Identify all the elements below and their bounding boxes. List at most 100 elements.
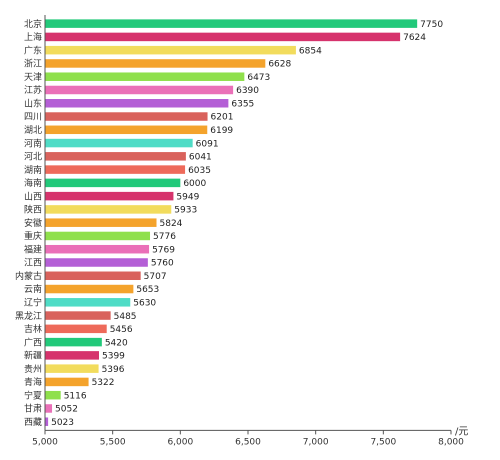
- x-tick-label: 5,500: [100, 437, 126, 447]
- x-axis-ticks: 5,000 5,500 6,000 6,500 7,000 7,500 8,000: [32, 430, 464, 447]
- category-label: 重庆: [24, 230, 42, 242]
- value-label: 6199: [210, 126, 233, 136]
- bar: [45, 231, 151, 241]
- value-label: 6041: [189, 153, 212, 163]
- value-label: 5052: [55, 405, 78, 415]
- value-label: 5023: [51, 418, 74, 428]
- value-label: 5653: [136, 285, 159, 295]
- category-label: 山东: [24, 97, 42, 109]
- bar: [45, 112, 208, 121]
- value-label: 6000: [183, 179, 206, 189]
- category-label: 湖北: [24, 125, 42, 136]
- value-label: 6854: [299, 46, 322, 56]
- category-label: 新疆: [24, 350, 42, 362]
- x-tick-label: 8,000: [438, 437, 464, 447]
- value-label: 7750: [420, 20, 443, 30]
- value-label: 5760: [151, 259, 174, 269]
- x-tick-label: 6,500: [235, 437, 261, 447]
- category-label: 江西: [24, 258, 42, 269]
- bar: [45, 390, 61, 400]
- bar: [45, 337, 102, 347]
- bar: [45, 178, 181, 188]
- bar: [45, 324, 107, 334]
- bar: [45, 165, 186, 174]
- value-label: 5949: [176, 192, 199, 202]
- category-label: 湖南: [24, 164, 42, 176]
- value-label: 6628: [268, 60, 291, 70]
- x-axis-unit-label: /元: [455, 426, 468, 437]
- bar: [45, 45, 296, 55]
- bar: [45, 85, 234, 95]
- category-label: 四川: [24, 113, 42, 123]
- value-label: 5769: [152, 245, 175, 255]
- value-label: 5420: [105, 338, 128, 348]
- category-label: 福建: [24, 243, 42, 255]
- category-label: 上海: [24, 31, 42, 43]
- x-tick-label: 5,000: [32, 437, 58, 447]
- category-label: 辽宁: [24, 297, 42, 309]
- x-tick-label: 7,000: [303, 437, 329, 447]
- category-label: 吉林: [24, 323, 42, 335]
- value-label: 6390: [236, 86, 259, 96]
- category-label: 浙江: [24, 58, 42, 70]
- value-label: 5485: [114, 312, 137, 322]
- category-label: 北京: [24, 18, 42, 30]
- category-label: 广西: [24, 336, 42, 348]
- x-tick-label: 7,500: [370, 437, 396, 447]
- bar: [45, 19, 418, 28]
- category-label: 山西: [24, 191, 42, 202]
- value-label: 6201: [211, 113, 234, 123]
- category-label: 内蒙古: [15, 270, 42, 282]
- bar: [45, 271, 141, 281]
- category-label: 宁夏: [24, 389, 42, 401]
- category-label: 海南: [24, 177, 42, 189]
- bar: [45, 404, 53, 413]
- value-label: 5824: [160, 219, 183, 229]
- bar: [45, 125, 208, 135]
- category-label: 贵州: [24, 363, 42, 375]
- value-label: 5399: [102, 352, 125, 362]
- bar: [45, 377, 89, 387]
- category-label: 青海: [24, 376, 42, 388]
- category-label: 西藏: [24, 416, 42, 428]
- category-label: 黑龙江: [15, 310, 42, 322]
- bar: [45, 364, 99, 373]
- bar: [45, 72, 245, 81]
- bar: [45, 205, 172, 214]
- x-tick-label: 6,000: [167, 437, 193, 447]
- category-label: 陕西: [24, 204, 42, 216]
- bar: [45, 191, 174, 201]
- value-label: 5116: [64, 391, 87, 401]
- bars-group: [45, 19, 418, 426]
- value-label: 5396: [102, 365, 125, 375]
- value-label: 5456: [110, 325, 133, 335]
- category-label: 广东: [24, 44, 42, 56]
- bar: [45, 32, 401, 42]
- category-label: 河北: [24, 151, 42, 163]
- category-label: 云南: [24, 283, 42, 295]
- bar: [45, 258, 148, 267]
- value-label: 5776: [153, 232, 176, 242]
- bar: [45, 298, 131, 307]
- category-label: 安徽: [24, 217, 42, 229]
- bar: [45, 351, 99, 360]
- value-label: 5630: [133, 299, 156, 309]
- bar: [45, 218, 157, 227]
- value-label: 5322: [92, 378, 115, 388]
- value-label: 5707: [144, 272, 167, 282]
- value-label: 6035: [188, 166, 211, 176]
- category-label: 天津: [24, 72, 42, 83]
- value-label: 6091: [196, 139, 219, 149]
- value-labels: 7750 7624 6854 6628 6473 6390 6355 6201 6199 6091…: [51, 20, 443, 428]
- category-label: 甘肃: [24, 403, 42, 415]
- bar: [45, 59, 266, 68]
- value-label: 7624: [403, 33, 426, 43]
- bar: [45, 152, 186, 161]
- category-label: 江苏: [24, 84, 42, 96]
- value-label: 6473: [247, 73, 270, 83]
- bar: [45, 284, 134, 294]
- value-label: 5933: [174, 206, 197, 216]
- bar: [45, 99, 229, 108]
- category-label: 河南: [24, 137, 42, 149]
